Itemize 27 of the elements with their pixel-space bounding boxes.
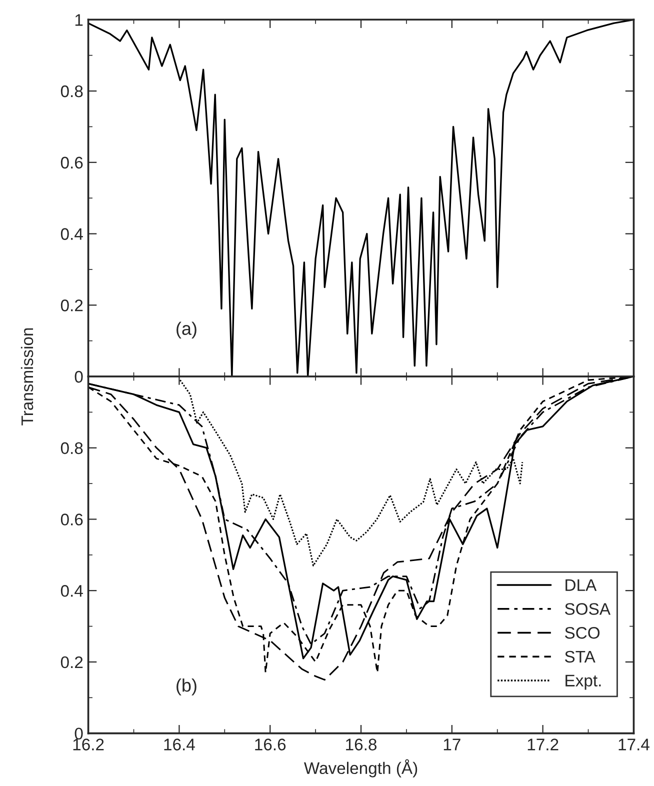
y-tick-label: 0.4 xyxy=(60,585,83,597)
y-tick-label: 0.8 xyxy=(60,442,83,454)
x-tick-label: 16.6 xyxy=(255,738,286,750)
y-tick-label: 0.2 xyxy=(60,656,83,668)
y-tick-label: 0.6 xyxy=(60,156,83,169)
y-tick-label: 1 xyxy=(75,14,83,26)
y-tick-label: 0.4 xyxy=(60,228,83,240)
y-tick-label: 0.6 xyxy=(60,514,83,526)
legend-label: STA xyxy=(564,650,596,663)
legend-label: DLA xyxy=(566,579,597,591)
x-tick-label: 17 xyxy=(444,738,460,750)
x-tick-label: 17.4 xyxy=(618,738,650,750)
y-tick-label: 0.8 xyxy=(60,85,83,98)
y-axis-title: Transmission xyxy=(20,328,34,426)
x-tick-label: 16.4 xyxy=(164,738,195,750)
legend-label: SCO xyxy=(564,626,600,639)
y-tick-label: 0.2 xyxy=(60,300,83,312)
x-axis-title: Wavelength (Å) xyxy=(304,759,418,778)
annotation: (a) xyxy=(176,322,196,339)
x-tick-label: 16.8 xyxy=(346,738,377,750)
y-tick-label: 0 xyxy=(74,370,83,383)
annotation: (b) xyxy=(176,678,196,696)
y-tick-label: 0 xyxy=(74,728,83,740)
legend-label: Expt. xyxy=(566,674,601,690)
x-tick-label: 16.2 xyxy=(73,738,104,750)
legend-label: SOSA xyxy=(564,603,611,615)
x-tick-label: 17.2 xyxy=(528,738,558,750)
